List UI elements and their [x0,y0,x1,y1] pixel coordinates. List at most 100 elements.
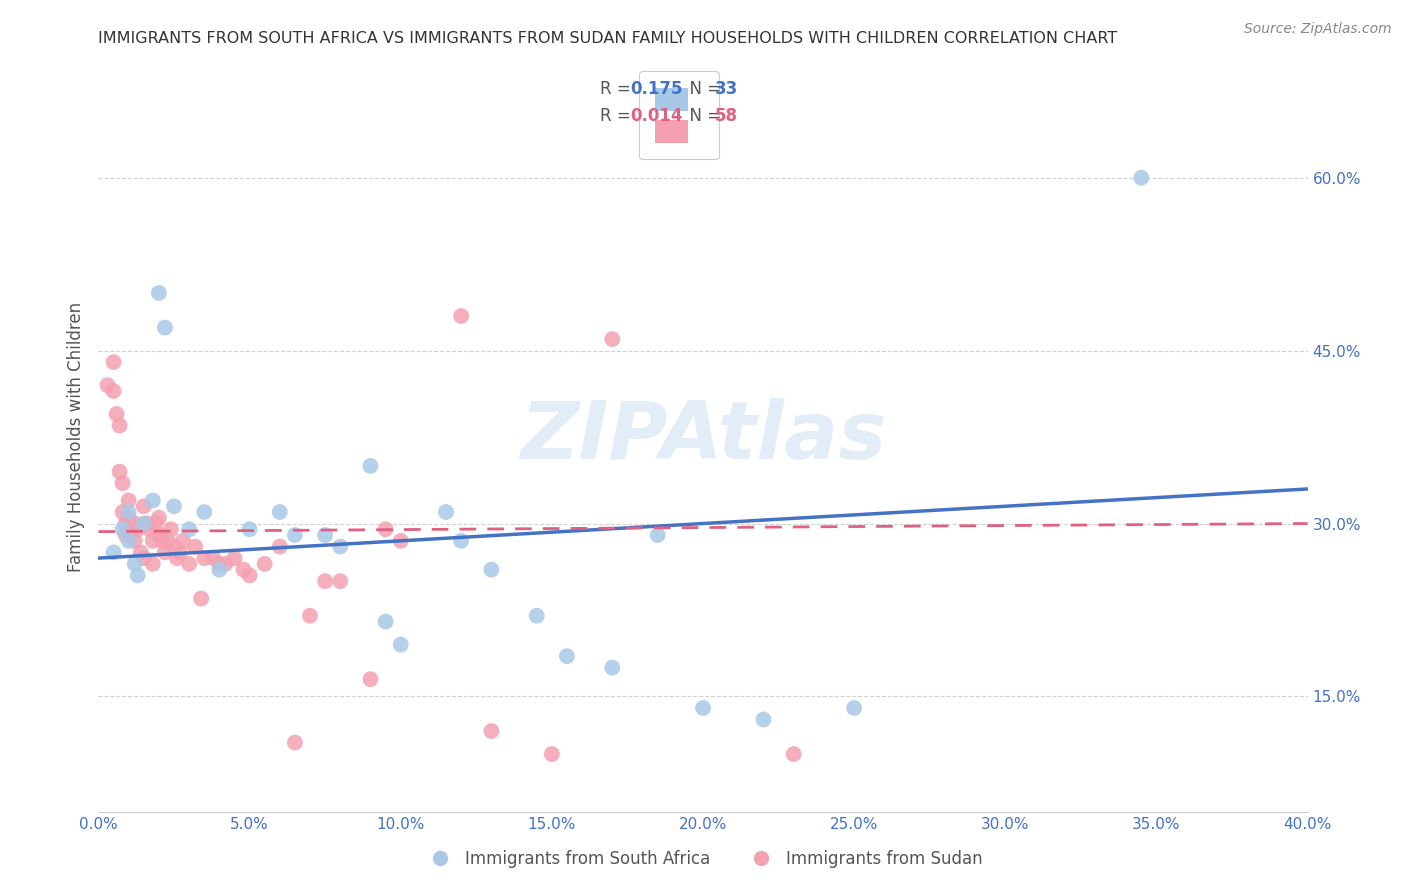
Text: Source: ZipAtlas.com: Source: ZipAtlas.com [1244,22,1392,37]
Point [163,540,186,554]
Point [692,701,714,715]
Point [360,458,382,473]
Y-axis label: Family Households with Children: Family Households with Children [66,302,84,572]
Point [150,533,173,548]
Point [148,528,170,542]
Point [253,557,276,571]
Point [132,551,155,566]
Point [148,510,170,524]
Point [114,528,136,542]
Legend: Immigrants from South Africa, Immigrants from Sudan: Immigrants from South Africa, Immigrants… [418,844,988,875]
Point [481,563,503,577]
Point [224,551,246,566]
Point [540,747,562,761]
Point [647,528,669,542]
Point [108,465,131,479]
Point [127,522,149,536]
Point [103,384,125,398]
Point [783,747,806,761]
Point [153,545,176,559]
Point [118,533,141,548]
Point [132,500,155,514]
Point [450,309,472,323]
Point [129,545,152,559]
Point [111,522,134,536]
Point [239,522,262,536]
Text: 0.014: 0.014 [630,107,683,126]
Point [269,540,291,554]
Point [752,713,775,727]
Point [179,522,201,536]
Point [555,649,578,664]
Legend: , : , [640,71,718,160]
Point [329,540,352,554]
Point [105,407,128,421]
Point [111,505,134,519]
Text: ZIPAtlas: ZIPAtlas [520,398,886,476]
Point [111,476,134,491]
Point [284,528,307,542]
Point [526,608,548,623]
Text: 58: 58 [716,107,738,126]
Point [172,533,194,548]
Point [239,568,262,582]
Point [481,724,503,739]
Point [124,516,146,531]
Point [166,551,188,566]
Point [153,320,176,334]
Point [360,672,382,686]
Point [202,551,225,566]
Point [389,533,412,548]
Point [179,557,201,571]
Point [602,332,624,346]
Point [450,533,472,548]
Point [118,505,141,519]
Point [299,608,322,623]
Point [374,615,396,629]
Text: N =: N = [679,107,725,126]
Point [121,522,143,536]
Point [114,516,136,531]
Point [103,545,125,559]
Point [142,557,165,571]
Text: R =: R = [600,79,637,97]
Point [844,701,866,715]
Text: 0.175: 0.175 [630,79,683,97]
Point [103,355,125,369]
Point [374,522,396,536]
Text: 33: 33 [716,79,738,97]
Point [232,563,254,577]
Point [190,591,212,606]
Point [208,563,231,577]
Point [314,574,336,589]
Point [269,505,291,519]
Point [108,418,131,433]
Point [139,522,162,536]
Point [160,522,183,536]
Point [184,540,207,554]
Point [329,574,352,589]
Point [1130,170,1153,185]
Point [193,505,215,519]
Point [96,378,118,392]
Point [156,533,179,548]
Point [193,551,215,566]
Point [145,516,167,531]
Point [214,557,236,571]
Point [434,505,457,519]
Point [118,493,141,508]
Text: R =: R = [600,107,637,126]
Point [127,568,149,582]
Text: N =: N = [679,79,725,97]
Point [148,285,170,300]
Point [124,533,146,548]
Point [124,557,146,571]
Point [169,545,191,559]
Point [132,516,155,531]
Point [118,510,141,524]
Point [284,735,307,749]
Point [208,557,231,571]
Point [163,500,186,514]
Point [142,493,165,508]
Point [314,528,336,542]
